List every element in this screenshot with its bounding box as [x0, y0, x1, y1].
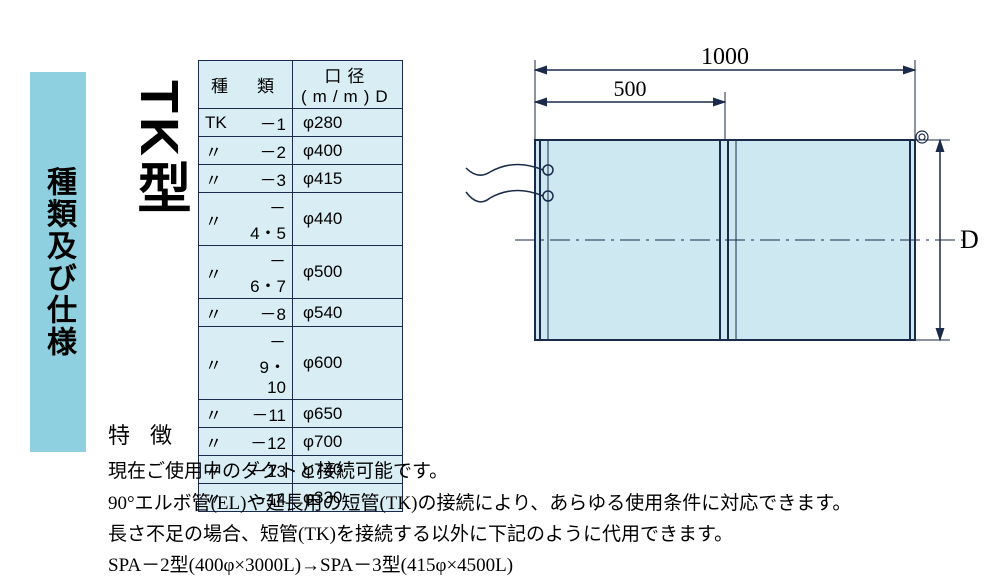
cell-type-prefix: 〃	[199, 327, 237, 400]
cell-diameter: φ400	[293, 137, 403, 165]
cell-type-prefix: 〃	[199, 246, 237, 299]
cell-type-suffix: －8	[237, 299, 293, 327]
table-row: 〃－3φ415	[199, 165, 403, 193]
cell-type-suffix: －2	[237, 137, 293, 165]
table-row: 〃－2φ400	[199, 137, 403, 165]
cell-type-prefix: 〃	[199, 137, 237, 165]
dim-d-label: D	[960, 225, 979, 254]
features-block: 特徴 現在ご使用中のダクトと接続可能です。 90°エルボ管(EL)や延長用の短管…	[108, 418, 978, 582]
section-label: 種類及び仕様	[30, 72, 86, 452]
cell-type-prefix: 〃	[199, 193, 237, 246]
cell-type-suffix: －9・10	[237, 327, 293, 400]
features-line: 長さ不足の場合、短管(TK)を接続する以外に下記のように代用できます。	[108, 519, 978, 550]
cell-type-prefix: 〃	[199, 165, 237, 193]
table-row: 〃－4・5φ440	[199, 193, 403, 246]
dim-500-label: 500	[614, 76, 647, 101]
cell-type-suffix: －1	[237, 109, 293, 137]
table-row: 〃－9・10φ600	[199, 327, 403, 400]
cell-type-suffix: －6・7	[237, 246, 293, 299]
table-row: 〃－8φ540	[199, 299, 403, 327]
cell-diameter: φ415	[293, 165, 403, 193]
table-row: 〃－6・7φ500	[199, 246, 403, 299]
dim-1000-label: 1000	[701, 44, 749, 70]
cell-diameter: φ500	[293, 246, 403, 299]
cell-diameter: φ280	[293, 109, 403, 137]
cell-type-prefix: 〃	[199, 299, 237, 327]
table-header-row: 種 類 口径(m/m)D	[199, 61, 403, 109]
features-line: 現在ご使用中のダクトと接続可能です。	[108, 456, 978, 487]
cell-type-prefix: TK	[199, 109, 237, 137]
cell-diameter: φ540	[293, 299, 403, 327]
features-line: SPA－2型(400φ×3000L)→SPA－3型(415φ×4500L)	[108, 550, 978, 581]
cell-diameter: φ440	[293, 193, 403, 246]
cell-type-suffix: －3	[237, 165, 293, 193]
header-type: 種 類	[199, 61, 293, 109]
header-diameter: 口径(m/m)D	[293, 61, 403, 109]
features-line: 90°エルボ管(EL)や延長用の短管(TK)の接続により、あらゆる使用条件に対応…	[108, 488, 978, 519]
tk-diagram: 1000 500 D	[460, 40, 980, 380]
cell-diameter: φ600	[293, 327, 403, 400]
cell-type-suffix: －4・5	[237, 193, 293, 246]
features-heading: 特徴	[108, 418, 978, 454]
table-row: TK－1φ280	[199, 109, 403, 137]
type-label: TK型	[120, 80, 199, 218]
